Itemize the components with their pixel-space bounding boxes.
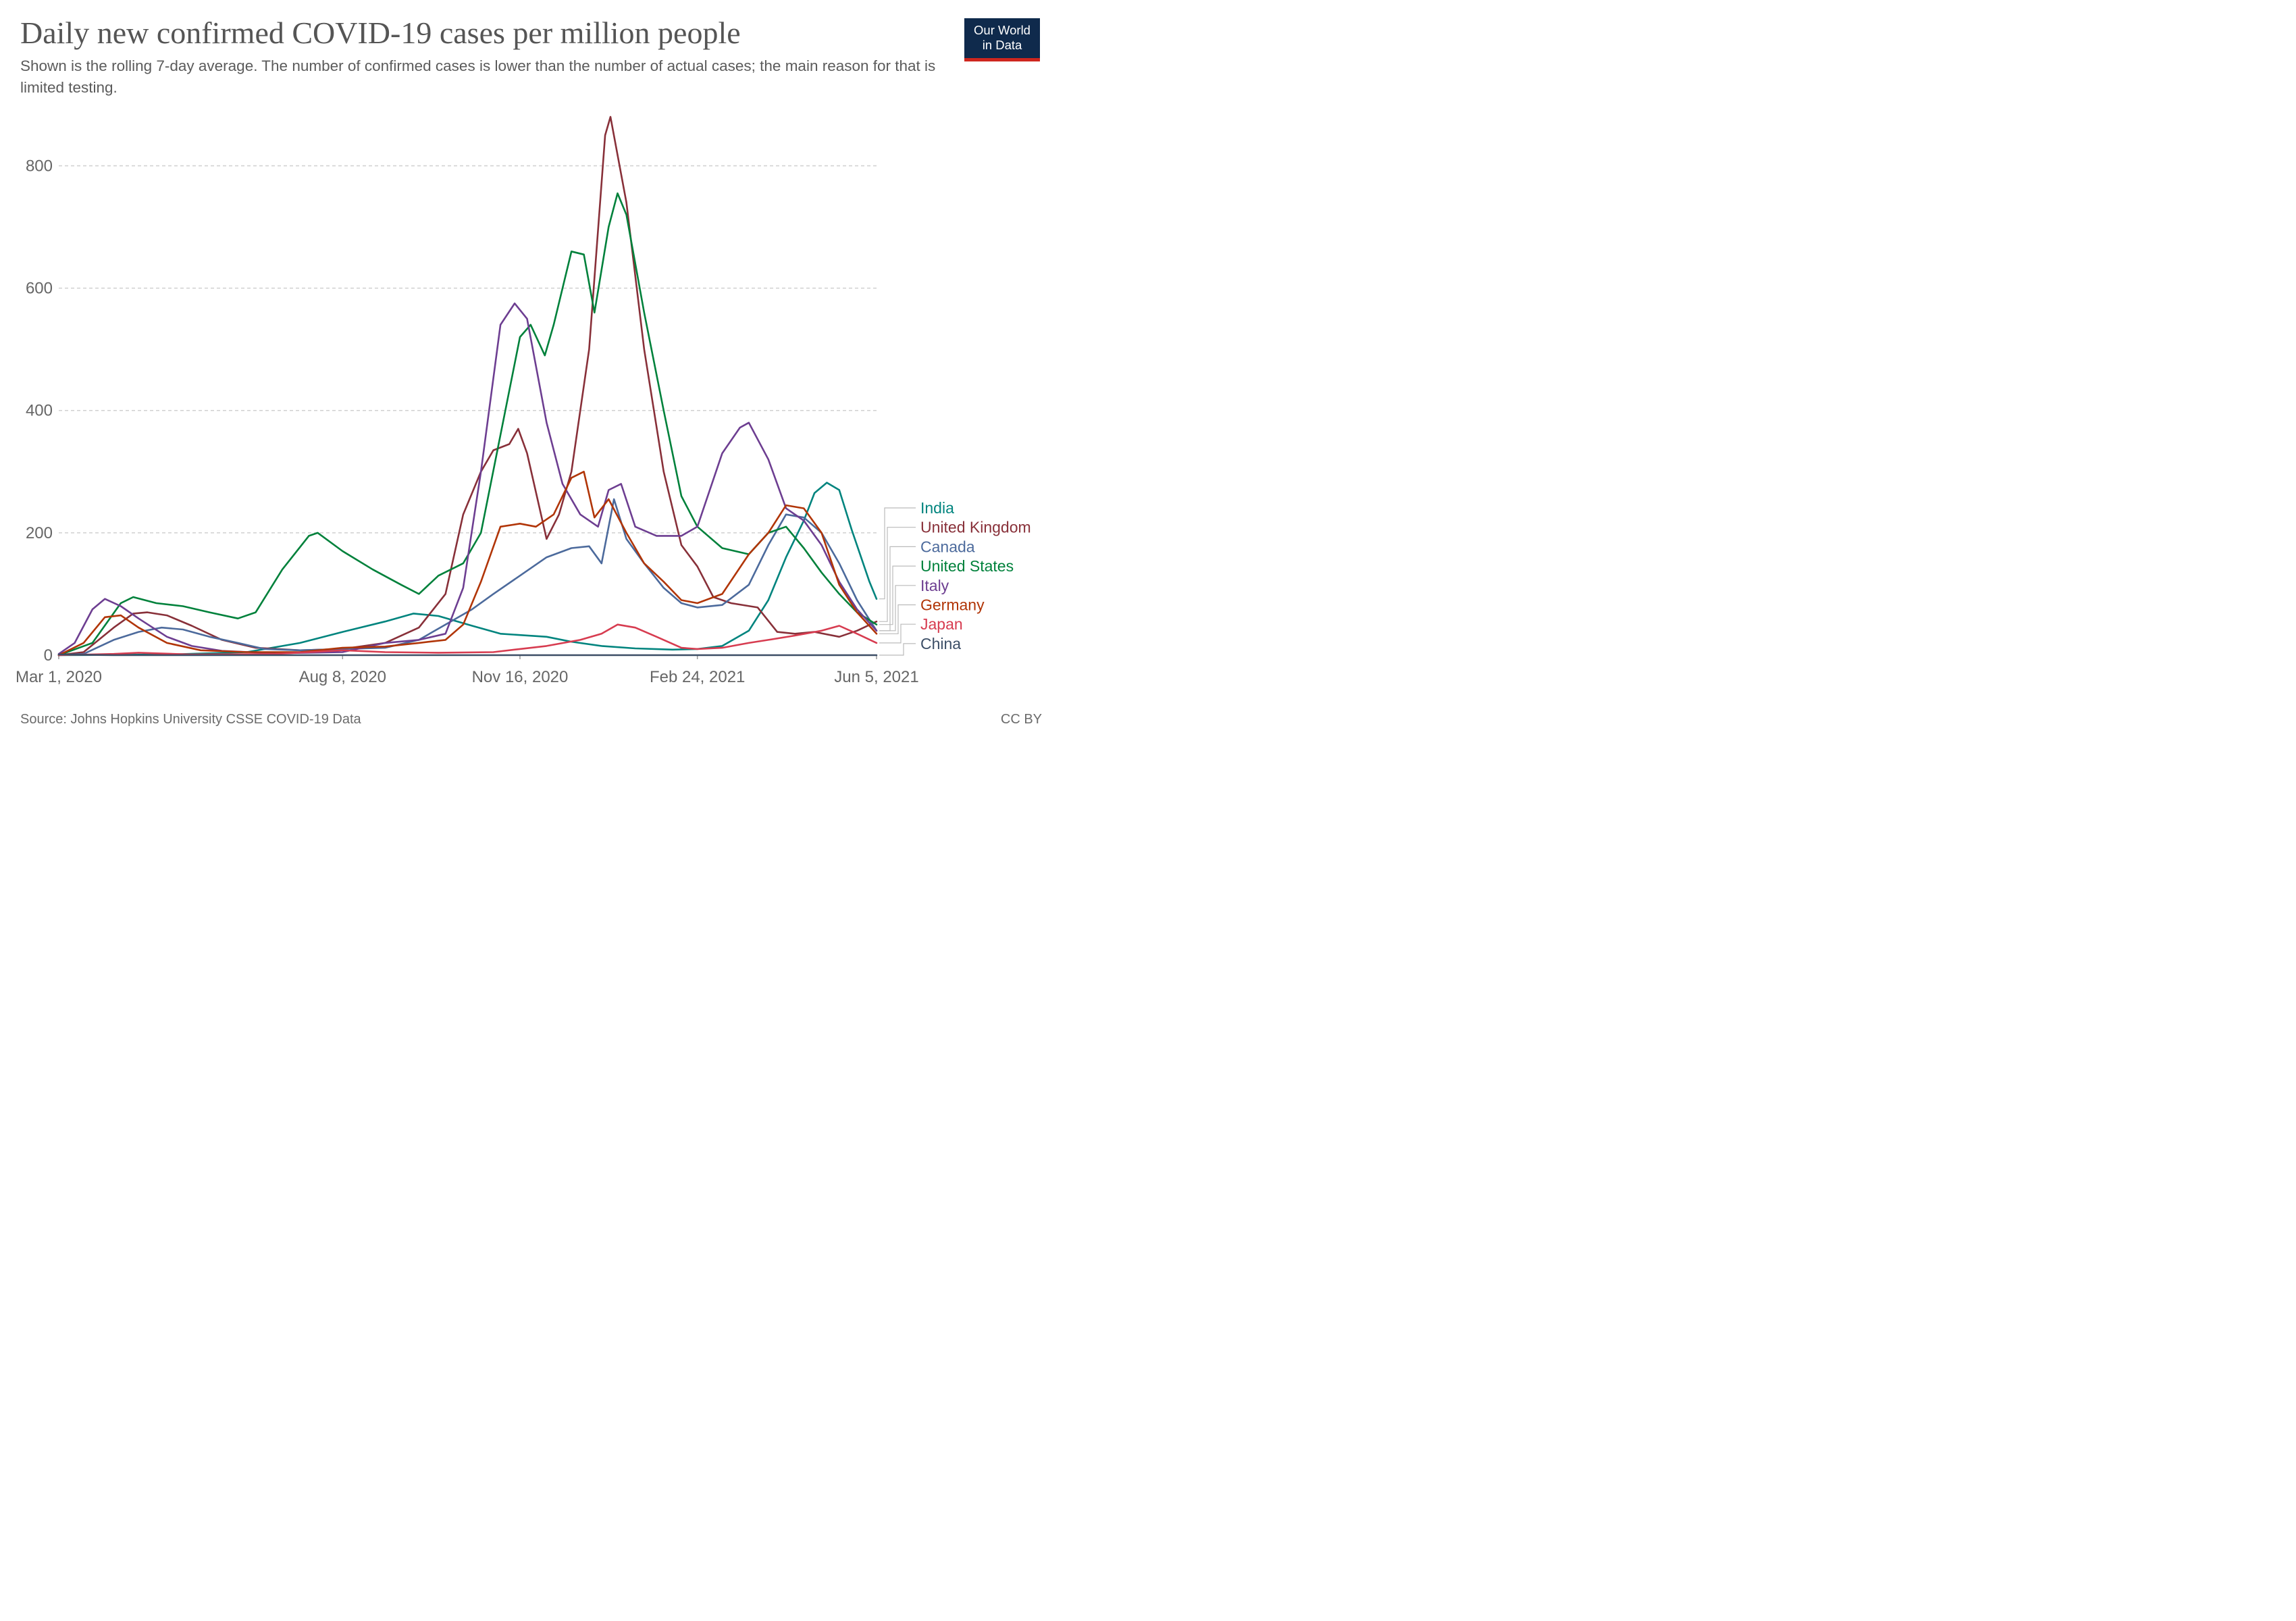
series-line-germany xyxy=(57,471,878,657)
legend-connector-japan xyxy=(879,623,916,644)
x-tick-label: Feb 24, 2021 xyxy=(650,668,745,686)
legend-connector-united-kingdom xyxy=(879,527,916,622)
y-tick-label: 0 xyxy=(44,646,53,665)
legend-label-canada: Canada xyxy=(920,538,975,555)
legend-label-japan: Japan xyxy=(920,615,963,633)
x-tick-label: Aug 8, 2020 xyxy=(299,668,386,686)
legend-connector-united-states xyxy=(879,565,916,625)
owid-logo[interactable]: Our World in Data xyxy=(964,18,1040,61)
series-line-japan xyxy=(57,623,878,657)
chart-subtitle: Shown is the rolling 7-day average. The … xyxy=(20,57,936,96)
legend-label-germany: Germany xyxy=(920,596,985,614)
series-line-canada xyxy=(57,498,878,657)
legend-connector-germany xyxy=(879,604,916,634)
license-label[interactable]: CC BY xyxy=(1000,712,1042,727)
legend-connector-china xyxy=(879,643,916,656)
y-tick-label: 600 xyxy=(26,280,53,298)
series-line-italy xyxy=(57,302,878,655)
chart-title: Daily new confirmed COVID-19 cases per m… xyxy=(20,16,741,50)
y-tick-label: 800 xyxy=(26,157,53,175)
legend-connector-italy xyxy=(879,585,916,632)
logo-line-1: Our World xyxy=(974,23,1030,37)
legend-connector-india xyxy=(879,507,916,600)
line-chart: 0 200 400 600 800 Mar 1, 2020 Aug 8, 2020 Nov 1… xyxy=(16,115,1031,686)
legend-label-italy: Italy xyxy=(920,577,949,594)
series-line-india xyxy=(57,482,878,657)
series-line-china xyxy=(57,653,878,657)
source-note[interactable]: Source: Johns Hopkins University CSSE CO… xyxy=(20,712,361,727)
y-tick-label: 200 xyxy=(26,524,53,542)
legend-label-china: China xyxy=(920,635,961,652)
legend-label-united-kingdom: United Kingdom xyxy=(920,519,1031,536)
legend-label-india: India xyxy=(920,499,954,517)
series-line-united-kingdom xyxy=(57,115,878,657)
x-tick-label: Mar 1, 2020 xyxy=(16,668,102,686)
x-tick-label: Jun 5, 2021 xyxy=(834,668,918,686)
logo-line-2: in Data xyxy=(982,38,1022,52)
series-line-united-states xyxy=(57,192,878,657)
x-tick-label: Nov 16, 2020 xyxy=(472,668,569,686)
legend-label-united-states: United States xyxy=(920,557,1014,575)
y-tick-label: 400 xyxy=(26,402,53,420)
